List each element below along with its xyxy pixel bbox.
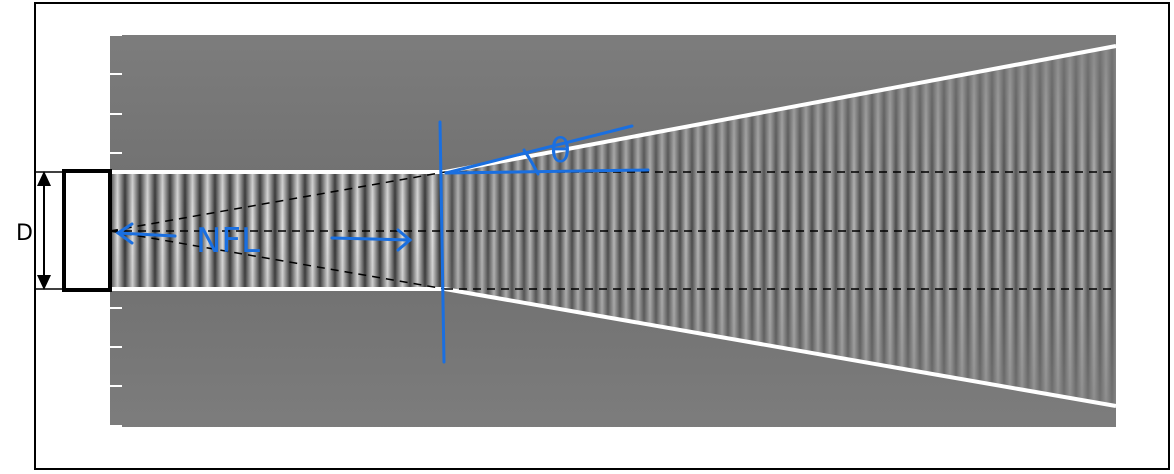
diameter-label: D (16, 221, 33, 246)
diameter-dimension: D (16, 171, 64, 290)
nfl-label: NFL (196, 221, 260, 261)
arrowhead-up-icon (37, 171, 51, 186)
near-field-boundary-line (438, 120, 446, 364)
nfl-arrow-right-shaft (330, 236, 412, 242)
wave-field (110, 35, 1116, 427)
dashed-converge-upper (109, 171, 446, 232)
figure-frame (34, 2, 1170, 470)
nfl-arrow-left-icon (115, 222, 134, 245)
angle-baseline (444, 168, 650, 175)
dashed-converge-lower (109, 230, 446, 290)
arrowhead-down-icon (37, 275, 51, 290)
nfl-arrow-right-icon (396, 228, 413, 252)
angle-arc (522, 148, 540, 176)
annotations (115, 120, 650, 364)
edge-ticks (110, 34, 122, 427)
reference-lines (109, 171, 1116, 290)
transducer (62, 169, 112, 292)
nfl-arrow-left-shaft (116, 231, 177, 238)
theta-label: θ (550, 131, 571, 171)
edge-fade (110, 35, 1116, 427)
angle-ray (444, 124, 634, 175)
